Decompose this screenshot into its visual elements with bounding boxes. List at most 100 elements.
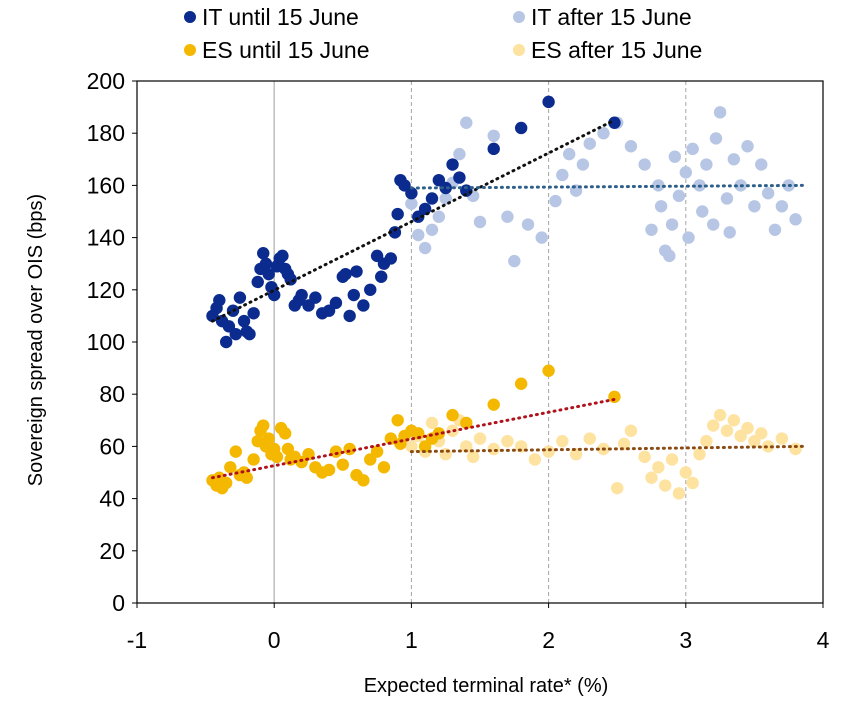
- data-point: [672, 487, 686, 500]
- series-2: [206, 364, 621, 495]
- data-point: [679, 466, 692, 479]
- data-point: [654, 200, 668, 213]
- data-point: [775, 200, 789, 213]
- data-point: [514, 121, 528, 135]
- data-point: [652, 461, 665, 474]
- data-point: [425, 192, 439, 205]
- axes: [136, 80, 824, 604]
- x-tick-label: 3: [679, 627, 692, 653]
- data-point: [707, 419, 720, 432]
- data-point: [508, 254, 521, 268]
- data-point: [262, 432, 275, 445]
- data-point: [741, 421, 754, 435]
- trendline-1: [409, 183, 804, 190]
- data-point: [542, 364, 555, 377]
- data-point: [761, 187, 775, 200]
- gridlines: [273, 81, 687, 603]
- y-tick-label: 200: [87, 68, 125, 94]
- data-point: [432, 427, 446, 440]
- data-point: [501, 210, 514, 223]
- data-point: [624, 140, 638, 153]
- legend-marker: [184, 44, 196, 56]
- data-point: [624, 424, 638, 437]
- data-point: [460, 440, 473, 453]
- data-point: [247, 453, 260, 466]
- data-point: [405, 197, 418, 210]
- legend: IT until 15 June IT after 15 June ES until…: [184, 4, 702, 63]
- data-point: [357, 474, 370, 487]
- data-point: [713, 408, 727, 422]
- data-point: [336, 458, 349, 471]
- legend-label: ES after 15 June: [531, 37, 702, 63]
- data-point: [556, 168, 569, 182]
- data-point: [418, 241, 432, 255]
- data-point: [583, 432, 596, 445]
- data-point: [350, 265, 363, 278]
- x-tick-label: 4: [817, 627, 830, 653]
- data-point: [466, 450, 480, 464]
- x-tick-label: 0: [268, 627, 281, 653]
- trendlines: [210, 118, 804, 480]
- legend-marker: [513, 11, 525, 23]
- data-point: [391, 207, 404, 221]
- data-point: [233, 291, 247, 304]
- data-point: [700, 434, 713, 448]
- data-point: [700, 158, 713, 171]
- data-point: [668, 150, 682, 163]
- data-point: [665, 218, 679, 231]
- y-tick-label: 80: [99, 381, 125, 407]
- data-point: [576, 158, 590, 171]
- data-point: [388, 226, 402, 239]
- y-tick-label: 100: [87, 329, 125, 355]
- data-point: [257, 247, 270, 260]
- y-tick-label: 60: [99, 433, 125, 459]
- data-point: [432, 210, 446, 223]
- data-point: [583, 137, 596, 150]
- data-points: [206, 95, 802, 500]
- data-point: [686, 476, 699, 490]
- data-point: [375, 270, 388, 283]
- data-point: [755, 427, 768, 440]
- data-point: [213, 294, 226, 307]
- data-point: [270, 450, 284, 464]
- data-point: [243, 327, 256, 341]
- series-1: [405, 106, 802, 268]
- data-point: [487, 129, 500, 143]
- data-point: [412, 427, 425, 440]
- data-point: [425, 223, 439, 236]
- data-point: [638, 450, 651, 464]
- data-point: [339, 267, 352, 281]
- data-point: [405, 440, 418, 453]
- data-point: [528, 453, 542, 466]
- y-axis-label: Sovereign spread over OIS (bps): [25, 194, 47, 486]
- data-point: [446, 158, 459, 171]
- data-point: [514, 377, 528, 390]
- data-point: [707, 218, 720, 231]
- data-point: [247, 307, 260, 320]
- data-point: [446, 408, 459, 422]
- series-0: [206, 95, 621, 349]
- y-tick-label: 120: [87, 277, 125, 303]
- data-point: [229, 445, 242, 458]
- data-point: [343, 442, 356, 456]
- data-point: [439, 181, 452, 195]
- data-point: [412, 228, 425, 242]
- data-point: [665, 453, 679, 466]
- trendline-2: [210, 397, 616, 480]
- data-point: [608, 390, 621, 404]
- data-point: [535, 231, 548, 244]
- data-point: [562, 147, 576, 161]
- data-point: [347, 288, 360, 302]
- y-tick-label: 180: [87, 120, 125, 146]
- data-point: [309, 291, 322, 304]
- data-point: [377, 461, 391, 474]
- x-tick-label: -1: [127, 627, 147, 653]
- data-point: [251, 275, 264, 289]
- data-point: [343, 309, 356, 323]
- data-point: [727, 414, 741, 427]
- data-point: [696, 205, 709, 218]
- data-point: [679, 166, 692, 179]
- data-point: [638, 158, 651, 171]
